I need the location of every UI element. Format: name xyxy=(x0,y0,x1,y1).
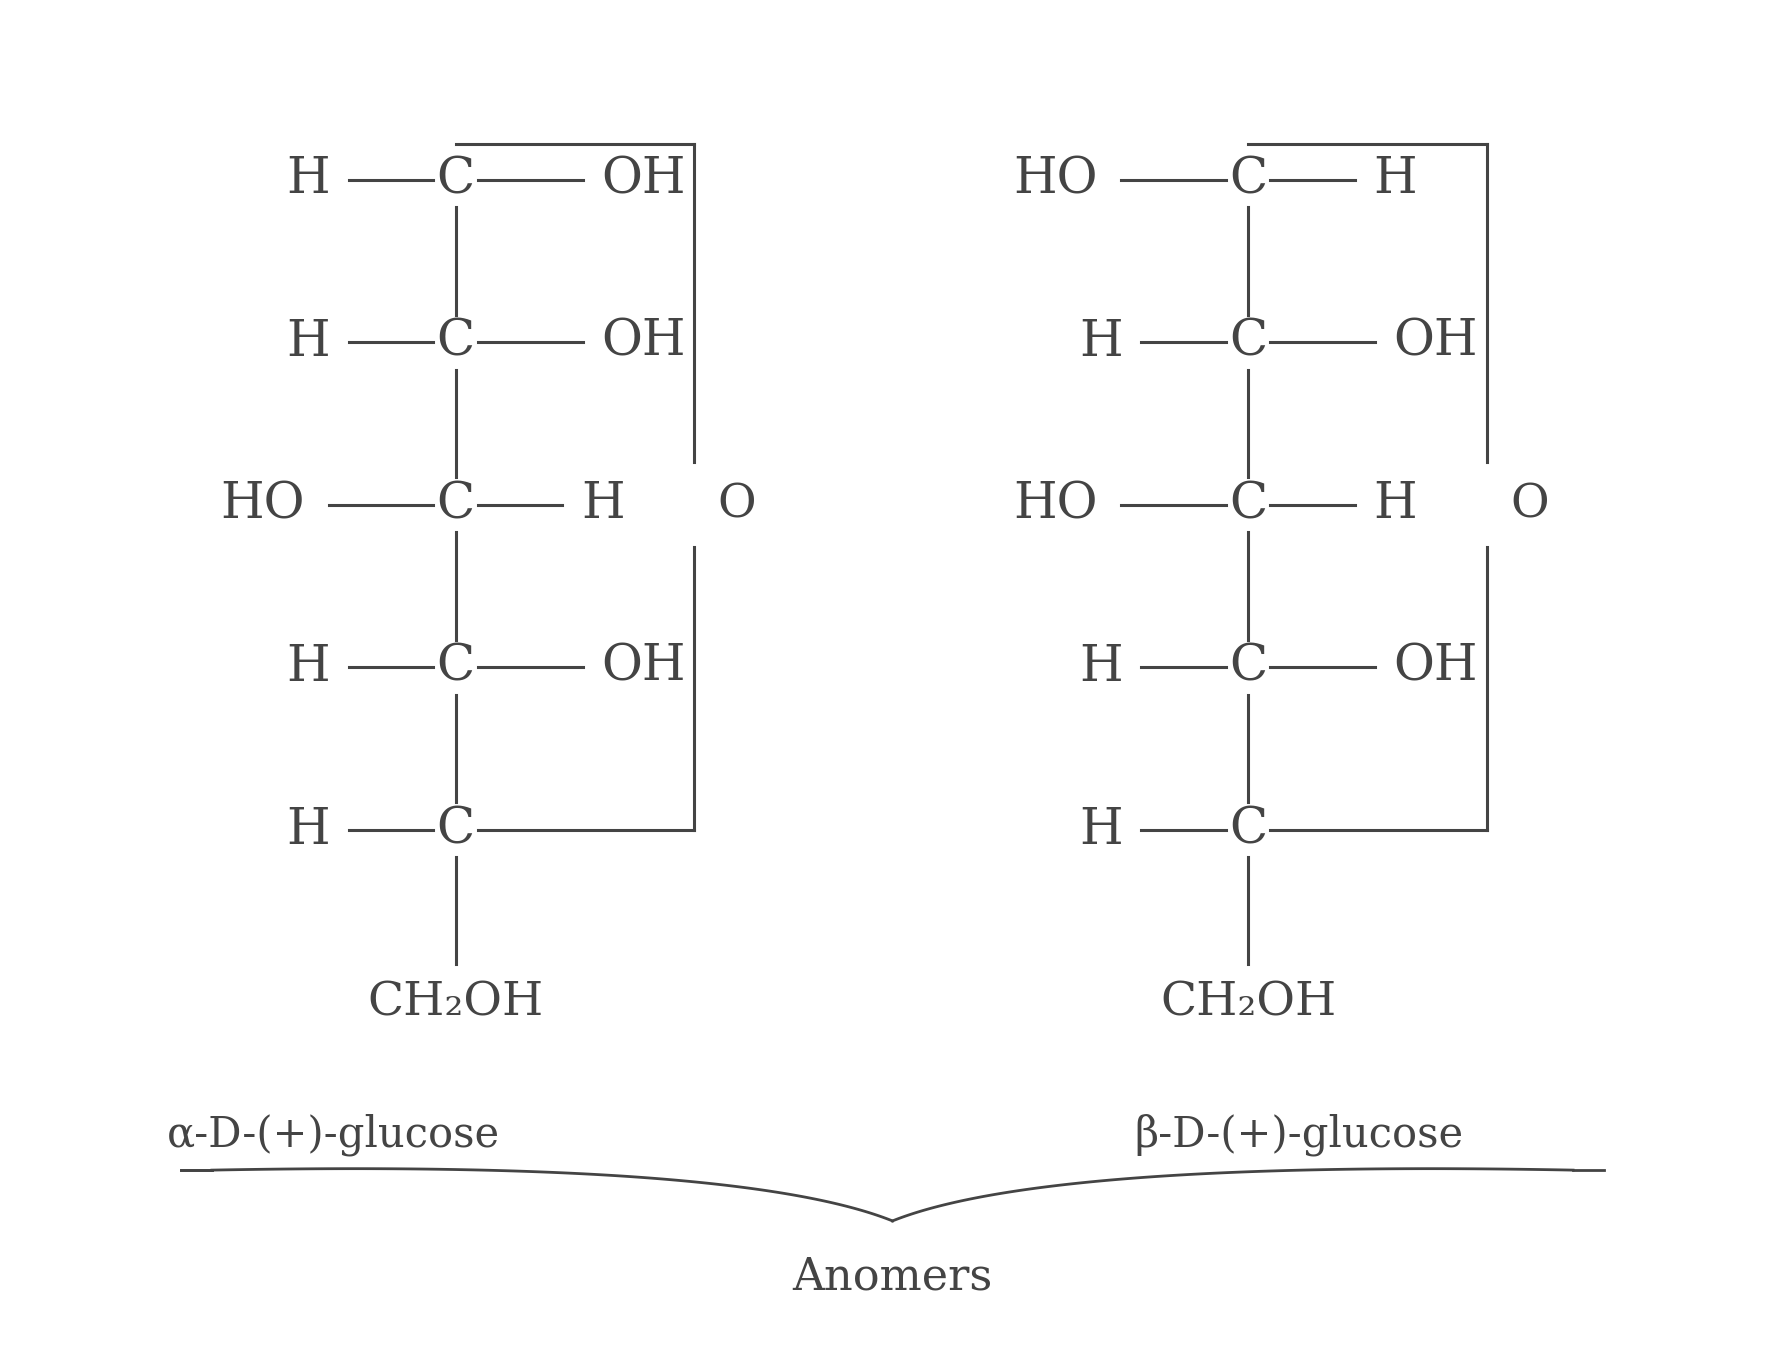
Text: C: C xyxy=(437,318,475,367)
Text: OH: OH xyxy=(602,643,685,692)
Text: C: C xyxy=(1228,805,1267,854)
Text: H: H xyxy=(287,318,330,367)
Text: OH: OH xyxy=(602,318,685,367)
Text: C: C xyxy=(1228,318,1267,367)
Text: CH₂OH: CH₂OH xyxy=(368,980,544,1025)
Text: O: O xyxy=(718,482,757,527)
Text: H: H xyxy=(1078,318,1123,367)
Text: HO: HO xyxy=(1012,480,1098,530)
Text: H: H xyxy=(1373,480,1417,530)
Text: Anomers: Anomers xyxy=(793,1256,992,1298)
Text: O: O xyxy=(1510,482,1549,527)
Text: OH: OH xyxy=(1394,318,1478,367)
Text: β-D-(+)-glucose: β-D-(+)-glucose xyxy=(1133,1114,1464,1156)
Text: H: H xyxy=(287,643,330,692)
Text: OH: OH xyxy=(1394,643,1478,692)
Text: OH: OH xyxy=(602,154,685,205)
Text: HO: HO xyxy=(220,480,305,530)
Text: H: H xyxy=(287,805,330,854)
Text: C: C xyxy=(437,805,475,854)
Text: C: C xyxy=(437,643,475,692)
Text: H: H xyxy=(582,480,625,530)
Text: CH₂OH: CH₂OH xyxy=(1160,980,1337,1025)
Text: H: H xyxy=(1078,643,1123,692)
Text: H: H xyxy=(1373,154,1417,205)
Text: H: H xyxy=(287,154,330,205)
Text: C: C xyxy=(437,154,475,205)
Text: C: C xyxy=(1228,154,1267,205)
Text: HO: HO xyxy=(1012,154,1098,205)
Text: C: C xyxy=(1228,643,1267,692)
Text: C: C xyxy=(1228,480,1267,530)
Text: α-D-(+)-glucose: α-D-(+)-glucose xyxy=(168,1114,500,1156)
Text: H: H xyxy=(1078,805,1123,854)
Text: C: C xyxy=(437,480,475,530)
